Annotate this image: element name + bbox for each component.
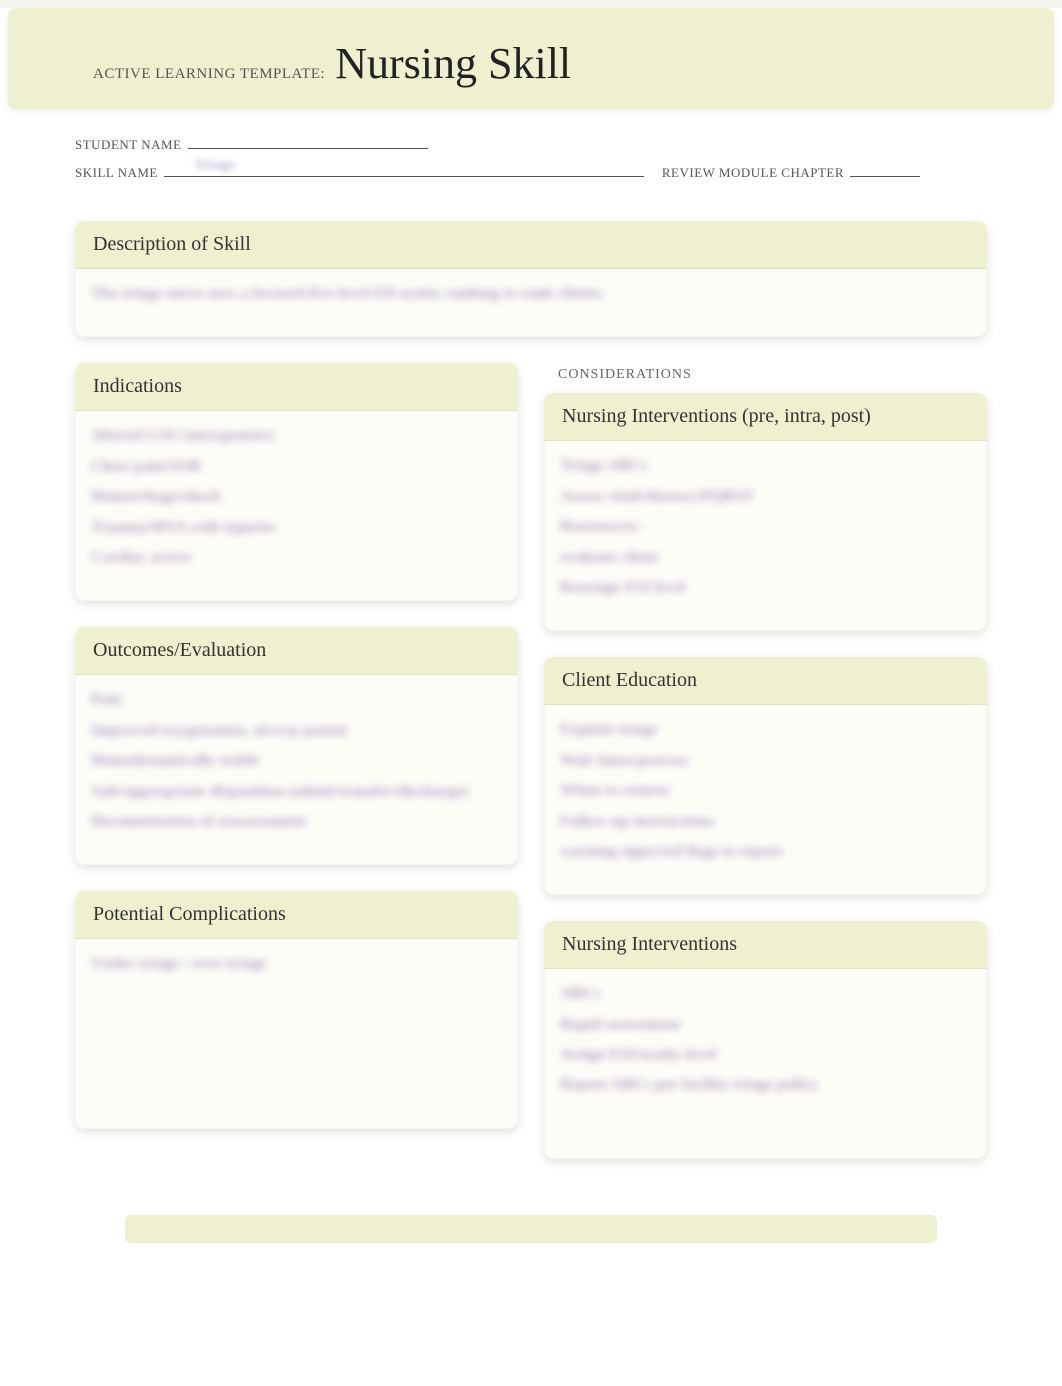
nursing-interventions-text: ABCs Rapid assessment Assign ESI/acuity …	[560, 979, 971, 1101]
student-name-row: STUDENT NAME	[75, 135, 987, 153]
skill-name-row: SKILL NAME Triage REVIEW MODULE CHAPTER	[75, 163, 987, 181]
indications-body: Altered LOC/unresponsive Chest pain/SOB …	[75, 411, 518, 601]
template-label: ACTIVE LEARNING TEMPLATE:	[93, 66, 325, 82]
client-education-panel: Client Education Explain triage Wait tim…	[544, 657, 987, 895]
review-chapter-label: REVIEW MODULE CHAPTER	[662, 165, 844, 181]
skill-name-field[interactable]: Triage	[164, 163, 644, 177]
description-body: The triage nurse uses a focused five-lev…	[75, 269, 987, 337]
nursing-interventions-pre-panel: Nursing Interventions (pre, intra, post)…	[544, 393, 987, 631]
considerations-label: CONSIDERATIONS	[558, 367, 987, 383]
outcomes-text: Pain Improved oxygenation, airway patent…	[91, 685, 502, 837]
meta-block: STUDENT NAME SKILL NAME Triage REVIEW MO…	[0, 117, 1062, 201]
complications-text: Under-triage / over-triage	[91, 949, 502, 979]
header-band: ACTIVE LEARNING TEMPLATE: Nursing Skill	[8, 8, 1054, 109]
outcomes-body: Pain Improved oxygenation, airway patent…	[75, 675, 518, 865]
nursing-interventions-pre-header: Nursing Interventions (pre, intra, post)	[544, 393, 987, 441]
indications-header: Indications	[75, 363, 518, 411]
indications-panel: Indications Altered LOC/unresponsive Che…	[75, 363, 518, 601]
description-text: The triage nurse uses a focused five-lev…	[91, 279, 971, 309]
footer-band	[125, 1215, 937, 1243]
client-education-text: Explain triage Wait times/process When t…	[560, 715, 971, 867]
nursing-interventions-panel: Nursing Interventions ABCs Rapid assessm…	[544, 921, 987, 1159]
indications-text: Altered LOC/unresponsive Chest pain/SOB …	[91, 421, 502, 573]
student-name-field[interactable]	[188, 135, 428, 149]
two-column-layout: Indications Altered LOC/unresponsive Che…	[75, 363, 987, 1185]
nursing-interventions-header: Nursing Interventions	[544, 921, 987, 969]
description-header: Description of Skill	[75, 221, 987, 269]
client-education-header: Client Education	[544, 657, 987, 705]
complications-header: Potential Complications	[75, 891, 518, 939]
nursing-interventions-pre-body: Triage ABCs Assess vitals/history/PQRST …	[544, 441, 987, 631]
content-area: Description of Skill The triage nurse us…	[0, 201, 1062, 1273]
skill-name-value: Triage	[194, 157, 235, 174]
outcomes-panel: Outcomes/Evaluation Pain Improved oxygen…	[75, 627, 518, 865]
complications-panel: Potential Complications Under-triage / o…	[75, 891, 518, 1129]
client-education-body: Explain triage Wait times/process When t…	[544, 705, 987, 895]
header-inner: ACTIVE LEARNING TEMPLATE: Nursing Skill	[8, 38, 1054, 89]
left-column: Indications Altered LOC/unresponsive Che…	[75, 363, 518, 1185]
template-title: Nursing Skill	[335, 39, 571, 88]
student-name-label: STUDENT NAME	[75, 137, 182, 153]
page: ACTIVE LEARNING TEMPLATE: Nursing Skill …	[0, 8, 1062, 1386]
outcomes-header: Outcomes/Evaluation	[75, 627, 518, 675]
complications-body: Under-triage / over-triage	[75, 939, 518, 1129]
right-column: CONSIDERATIONS Nursing Interventions (pr…	[544, 363, 987, 1185]
nursing-interventions-body: ABCs Rapid assessment Assign ESI/acuity …	[544, 969, 987, 1159]
nursing-interventions-pre-text: Triage ABCs Assess vitals/history/PQRST …	[560, 451, 971, 603]
review-chapter-field[interactable]	[850, 163, 920, 177]
skill-name-label: SKILL NAME	[75, 165, 158, 181]
description-panel: Description of Skill The triage nurse us…	[75, 221, 987, 337]
